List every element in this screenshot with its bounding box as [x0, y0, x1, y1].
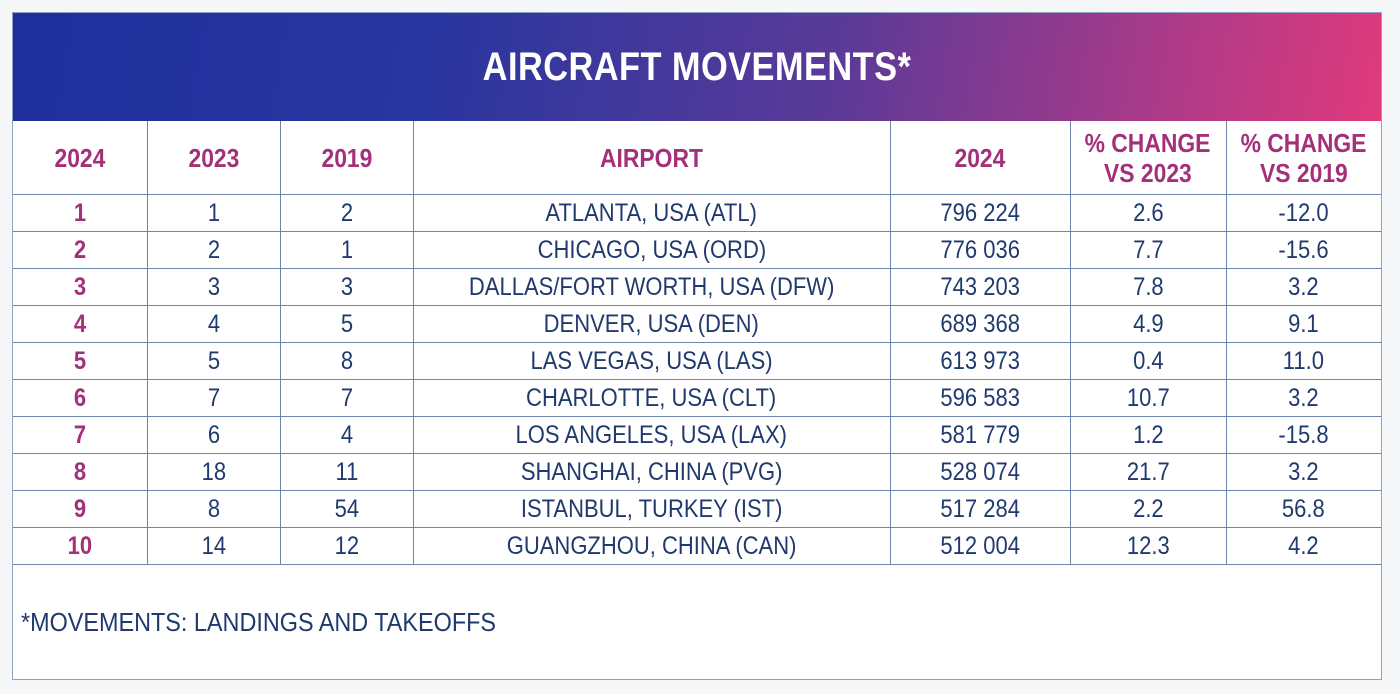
- cell-rank-2023: 18: [146, 453, 281, 491]
- cell-rank-2023: 3: [146, 268, 281, 306]
- table-row: 9 8 54 ISTANBUL, TURKEY (IST) 517 284 2.2 56.8: [13, 490, 1381, 528]
- cell-rank-2019: 2: [279, 194, 414, 232]
- cell-movements-2024: 613 973: [889, 342, 1071, 380]
- cell-rank-2024: 9: [13, 490, 148, 528]
- table-row: 6 7 7 CHARLOTTE, USA (CLT) 596 583 10.7 3.2: [13, 379, 1381, 417]
- header-rank-2023: 2023: [146, 121, 281, 195]
- cell-airport: LAS VEGAS, USA (LAS): [412, 342, 891, 380]
- cell-rank-2019: 5: [279, 305, 414, 343]
- table-row: 3 3 3 DALLAS/FORT WORTH, USA (DFW) 743 203 7.…: [13, 268, 1381, 306]
- cell-rank-2024: 2: [13, 231, 148, 269]
- cell-rank-2019: 8: [279, 342, 414, 380]
- cell-rank-2023: 14: [146, 527, 281, 565]
- header-change-vs-2023: % CHANGE VS 2023: [1069, 121, 1227, 195]
- cell-change-vs-2019: -12.0: [1225, 194, 1381, 232]
- cell-change-vs-2019: 56.8: [1225, 490, 1381, 528]
- table-row: 7 6 4 LOS ANGELES, USA (LAX) 581 779 1.2 -15.8: [13, 416, 1381, 454]
- header-rank-2019: 2019: [279, 121, 414, 195]
- cell-rank-2019: 4: [279, 416, 414, 454]
- cell-change-vs-2019: -15.8: [1225, 416, 1381, 454]
- cell-rank-2024: 10: [13, 527, 148, 565]
- cell-rank-2024: 1: [13, 194, 148, 232]
- cell-change-vs-2019: -15.6: [1225, 231, 1381, 269]
- header-change-vs-2019: % CHANGE VS 2019: [1225, 121, 1381, 195]
- cell-rank-2024: 3: [13, 268, 148, 306]
- cell-airport: SHANGHAI, CHINA (PVG): [412, 453, 891, 491]
- header-row: 2024 2023 2019 AIRPORT 2024 % CHANGE VS …: [13, 121, 1381, 195]
- table-row: 5 5 8 LAS VEGAS, USA (LAS) 613 973 0.4 11.0: [13, 342, 1381, 380]
- cell-rank-2023: 7: [146, 379, 281, 417]
- cell-rank-2019: 54: [279, 490, 414, 528]
- cell-change-vs-2023: 21.7: [1069, 453, 1227, 491]
- cell-rank-2023: 6: [146, 416, 281, 454]
- header-movements-2024: 2024: [889, 121, 1071, 195]
- cell-rank-2023: 1: [146, 194, 281, 232]
- cell-change-vs-2019: 11.0: [1225, 342, 1381, 380]
- cell-airport: CHICAGO, USA (ORD): [412, 231, 891, 269]
- cell-movements-2024: 743 203: [889, 268, 1071, 306]
- cell-change-vs-2019: 4.2: [1225, 527, 1381, 565]
- cell-change-vs-2023: 2.6: [1069, 194, 1227, 232]
- cell-change-vs-2023: 4.9: [1069, 305, 1227, 343]
- cell-movements-2024: 596 583: [889, 379, 1071, 417]
- cell-rank-2019: 3: [279, 268, 414, 306]
- cell-movements-2024: 796 224: [889, 194, 1071, 232]
- cell-change-vs-2023: 1.2: [1069, 416, 1227, 454]
- table-row: 10 14 12 GUANGZHOU, CHINA (CAN) 512 004 12.3 4…: [13, 527, 1381, 565]
- cell-change-vs-2023: 10.7: [1069, 379, 1227, 417]
- cell-airport: CHARLOTTE, USA (CLT): [412, 379, 891, 417]
- table-row: 4 4 5 DENVER, USA (DEN) 689 368 4.9 9.1: [13, 305, 1381, 343]
- cell-airport: DENVER, USA (DEN): [412, 305, 891, 343]
- cell-rank-2023: 2: [146, 231, 281, 269]
- table-row: 8 18 11 SHANGHAI, CHINA (PVG) 528 074 21.7 3.2: [13, 453, 1381, 491]
- cell-airport: GUANGZHOU, CHINA (CAN): [412, 527, 891, 565]
- cell-rank-2019: 12: [279, 527, 414, 565]
- cell-rank-2019: 7: [279, 379, 414, 417]
- cell-change-vs-2023: 2.2: [1069, 490, 1227, 528]
- cell-rank-2023: 4: [146, 305, 281, 343]
- cell-airport: ISTANBUL, TURKEY (IST): [412, 490, 891, 528]
- header-airport: AIRPORT: [412, 121, 891, 195]
- cell-change-vs-2019: 3.2: [1225, 268, 1381, 306]
- table-card: AIRCRAFT MOVEMENTS* 2024 2023 2019 AIRPO…: [12, 12, 1382, 680]
- cell-rank-2023: 8: [146, 490, 281, 528]
- cell-airport: ATLANTA, USA (ATL): [412, 194, 891, 232]
- cell-change-vs-2019: 3.2: [1225, 379, 1381, 417]
- cell-change-vs-2019: 9.1: [1225, 305, 1381, 343]
- cell-rank-2023: 5: [146, 342, 281, 380]
- cell-rank-2024: 4: [13, 305, 148, 343]
- cell-change-vs-2023: 0.4: [1069, 342, 1227, 380]
- data-table: 2024 2023 2019 AIRPORT 2024 % CHANGE VS …: [13, 121, 1381, 565]
- cell-rank-2024: 8: [13, 453, 148, 491]
- table-row: 2 2 1 CHICAGO, USA (ORD) 776 036 7.7 -15.6: [13, 231, 1381, 269]
- table-row: 1 1 2 ATLANTA, USA (ATL) 796 224 2.6 -12.0: [13, 194, 1381, 232]
- table-body: 1 1 2 ATLANTA, USA (ATL) 796 224 2.6 -12.0 2 2 1 C…: [13, 194, 1381, 565]
- cell-movements-2024: 689 368: [889, 305, 1071, 343]
- cell-movements-2024: 581 779: [889, 416, 1071, 454]
- cell-movements-2024: 776 036: [889, 231, 1071, 269]
- cell-movements-2024: 528 074: [889, 453, 1071, 491]
- header-rank-2024: 2024: [13, 121, 148, 195]
- cell-rank-2019: 11: [279, 453, 414, 491]
- cell-rank-2019: 1: [279, 231, 414, 269]
- cell-rank-2024: 5: [13, 342, 148, 380]
- cell-change-vs-2023: 7.8: [1069, 268, 1227, 306]
- cell-movements-2024: 512 004: [889, 527, 1071, 565]
- cell-airport: DALLAS/FORT WORTH, USA (DFW): [412, 268, 891, 306]
- cell-rank-2024: 7: [13, 416, 148, 454]
- footnote: *MOVEMENTS: LANDINGS AND TAKEOFFS: [21, 607, 497, 637]
- cell-movements-2024: 517 284: [889, 490, 1071, 528]
- chart-title: AIRCRAFT MOVEMENTS*: [482, 45, 912, 89]
- title-banner: AIRCRAFT MOVEMENTS*: [13, 13, 1381, 121]
- cell-rank-2024: 6: [13, 379, 148, 417]
- cell-change-vs-2019: 3.2: [1225, 453, 1381, 491]
- cell-change-vs-2023: 12.3: [1069, 527, 1227, 565]
- cell-airport: LOS ANGELES, USA (LAX): [412, 416, 891, 454]
- cell-change-vs-2023: 7.7: [1069, 231, 1227, 269]
